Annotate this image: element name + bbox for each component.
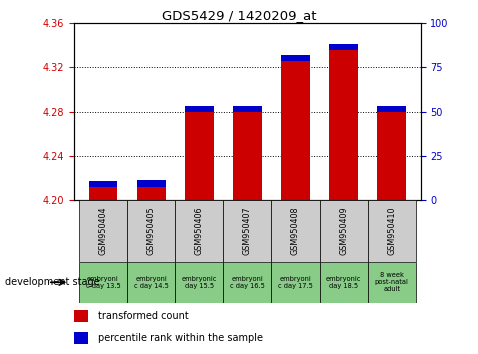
Bar xyxy=(79,200,127,262)
Bar xyxy=(329,50,358,200)
Bar xyxy=(185,106,214,112)
Text: development stage: development stage xyxy=(5,277,99,287)
Text: 8 week
post-natal
adult: 8 week post-natal adult xyxy=(375,272,409,292)
Bar xyxy=(377,106,406,112)
Bar xyxy=(137,180,165,187)
Bar xyxy=(127,200,175,262)
Text: GSM950404: GSM950404 xyxy=(98,207,108,255)
Bar xyxy=(175,200,223,262)
Bar xyxy=(137,187,165,200)
Bar xyxy=(79,262,127,303)
Bar xyxy=(185,112,214,200)
Bar xyxy=(223,262,272,303)
Bar xyxy=(368,200,416,262)
Bar xyxy=(377,112,406,200)
Text: embryonic
day 15.5: embryonic day 15.5 xyxy=(182,276,217,289)
Text: embryoni
c day 17.5: embryoni c day 17.5 xyxy=(278,276,313,289)
Bar xyxy=(88,187,118,200)
Bar xyxy=(233,112,262,200)
Bar xyxy=(272,200,320,262)
Text: GSM950409: GSM950409 xyxy=(339,207,348,255)
Bar xyxy=(368,262,416,303)
Text: embryoni
c day 16.5: embryoni c day 16.5 xyxy=(230,276,265,289)
Text: embryonic
day 18.5: embryonic day 18.5 xyxy=(326,276,361,289)
Bar xyxy=(329,44,358,50)
Text: embryoni
c day 13.5: embryoni c day 13.5 xyxy=(86,276,120,289)
Text: GSM950407: GSM950407 xyxy=(243,207,252,255)
Text: percentile rank within the sample: percentile rank within the sample xyxy=(98,333,263,343)
Bar xyxy=(320,262,368,303)
Bar xyxy=(74,332,88,344)
Bar xyxy=(272,262,320,303)
Bar xyxy=(88,181,118,187)
Text: GSM950410: GSM950410 xyxy=(387,207,396,255)
Bar xyxy=(74,310,88,322)
Bar xyxy=(175,262,223,303)
Text: GSM950408: GSM950408 xyxy=(291,207,300,255)
Bar xyxy=(281,55,310,61)
Bar xyxy=(127,262,175,303)
Text: GSM950405: GSM950405 xyxy=(147,207,156,255)
Text: GSM950406: GSM950406 xyxy=(195,207,204,255)
Text: embryoni
c day 14.5: embryoni c day 14.5 xyxy=(134,276,169,289)
Bar xyxy=(233,106,262,112)
Text: GDS5429 / 1420209_at: GDS5429 / 1420209_at xyxy=(162,9,316,22)
Text: transformed count: transformed count xyxy=(98,312,189,321)
Bar xyxy=(281,61,310,200)
Bar xyxy=(320,200,368,262)
Bar xyxy=(223,200,272,262)
